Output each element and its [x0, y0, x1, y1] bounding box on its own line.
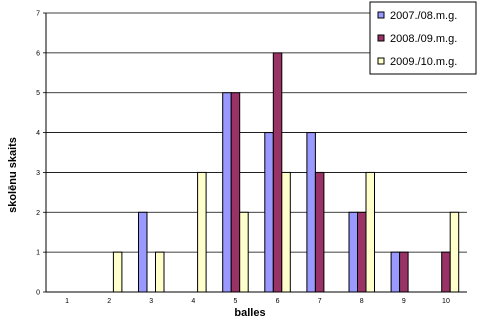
y-tick-labels: 0 1 2 3 4 5 6 7: [36, 11, 40, 297]
y-tick-label: 2: [36, 210, 40, 217]
bar: [399, 251, 409, 293]
y-tick-label: 4: [36, 130, 40, 137]
x-tick-label: 2: [107, 298, 111, 305]
bar: [348, 211, 358, 293]
legend-swatch: [377, 34, 385, 42]
y-tick-label: 0: [36, 290, 40, 297]
bar: [441, 251, 451, 293]
x-tick-label: 5: [233, 298, 237, 305]
bar: [281, 171, 291, 293]
y-axis-title: skolēnu skaits: [7, 137, 19, 213]
bar: [239, 211, 249, 293]
bar: [390, 251, 401, 293]
x-tick-label: 9: [402, 298, 406, 305]
x-tick-label: 3: [149, 298, 153, 305]
bar: [357, 211, 367, 293]
y-tick-label: 6: [36, 50, 40, 57]
legend: 2007./08.m.g. 2008./09.m.g. 2009./10.m.g.: [369, 1, 477, 75]
y-tick-label: 5: [36, 90, 40, 97]
bar: [449, 211, 460, 293]
bar: [365, 171, 375, 293]
x-tick-labels: 1 2 3 4 5 6 7 8 9 10: [65, 298, 450, 305]
legend-label: 2008./09.m.g.: [390, 33, 457, 45]
y-tick-label: 7: [36, 11, 40, 18]
x-tick-label: 10: [442, 298, 450, 305]
bar: [155, 251, 165, 293]
x-tick-label: 7: [318, 298, 322, 305]
legend-label: 2007./08.m.g.: [390, 10, 457, 22]
x-tick-label: 1: [65, 298, 69, 305]
axes: [45, 13, 467, 293]
x-axis-title: balles: [234, 307, 265, 319]
bar: [112, 251, 123, 293]
bar: [230, 92, 241, 293]
bar: [306, 132, 316, 293]
legend-swatch: [377, 57, 385, 65]
bar: [272, 52, 283, 293]
bar: [314, 171, 325, 293]
x-tick-label: 4: [191, 298, 195, 305]
legend-swatch: [377, 11, 385, 19]
bar: [222, 92, 232, 293]
bar: [138, 211, 148, 293]
x-tick-label: 6: [276, 298, 280, 305]
y-tick-label: 1: [36, 250, 40, 257]
x-tick-label: 8: [360, 298, 364, 305]
bars: [112, 52, 460, 293]
bar: [264, 132, 274, 293]
legend-label: 2009./10.m.g.: [390, 56, 457, 68]
legend-box: [369, 1, 477, 75]
y-tick-label: 3: [36, 170, 40, 177]
bar: [197, 171, 207, 293]
